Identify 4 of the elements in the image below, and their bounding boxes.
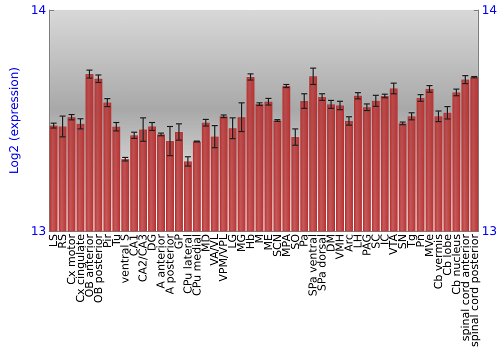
x-tick-label: Tg: [405, 234, 418, 249]
y2-tick-label: 14: [482, 3, 498, 17]
y2-tick-label: 13: [482, 224, 498, 238]
y-axis-title: Log2 (expression): [7, 67, 21, 174]
